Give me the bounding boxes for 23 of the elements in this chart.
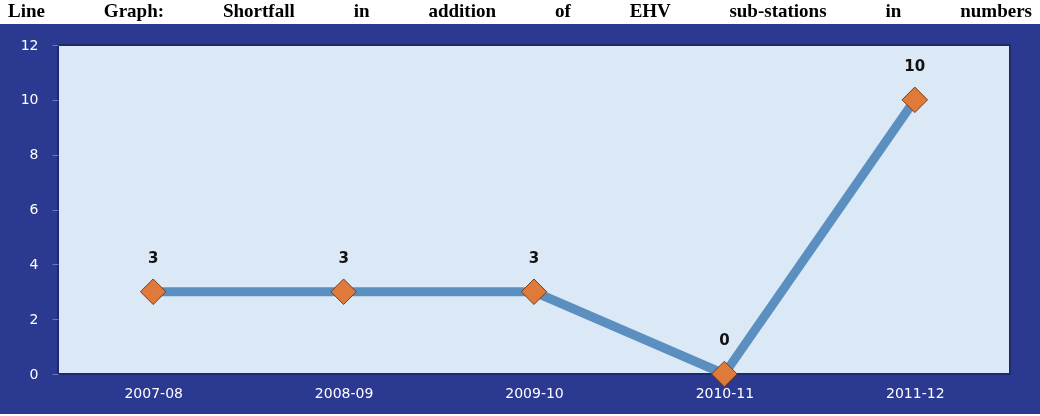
x-tick-label: 2009-10 [505, 384, 564, 401]
point [520, 278, 548, 305]
y-tick-label: 2 [29, 310, 39, 327]
x-tick-label: 2011-12 [886, 384, 945, 401]
point [139, 278, 167, 305]
x-tick-label: 2007-08 [124, 384, 183, 401]
data-label: 3 [528, 248, 540, 267]
y-tick-label: 6 [29, 201, 39, 217]
y-tick-label: 10 [20, 91, 39, 108]
y-tick-label: 4 [29, 255, 39, 272]
point [901, 86, 929, 114]
point [330, 278, 357, 305]
data-label: 0 [719, 331, 730, 349]
y-tick-label: 0 [29, 365, 39, 382]
y-tick-label: 8 [29, 146, 39, 163]
chart-title: Line Graph: Shortfall in addition of EHV sub-stations in numbers [7, 0, 1033, 23]
data-label: 3 [338, 248, 349, 267]
y-tick-label: 12 [20, 36, 39, 53]
point [711, 360, 738, 388]
data-label: 3 [147, 248, 159, 267]
data-label: 10 [904, 56, 926, 75]
x-tick-label: 2008-09 [314, 384, 374, 401]
x-tick-label: 2010-11 [695, 384, 755, 401]
